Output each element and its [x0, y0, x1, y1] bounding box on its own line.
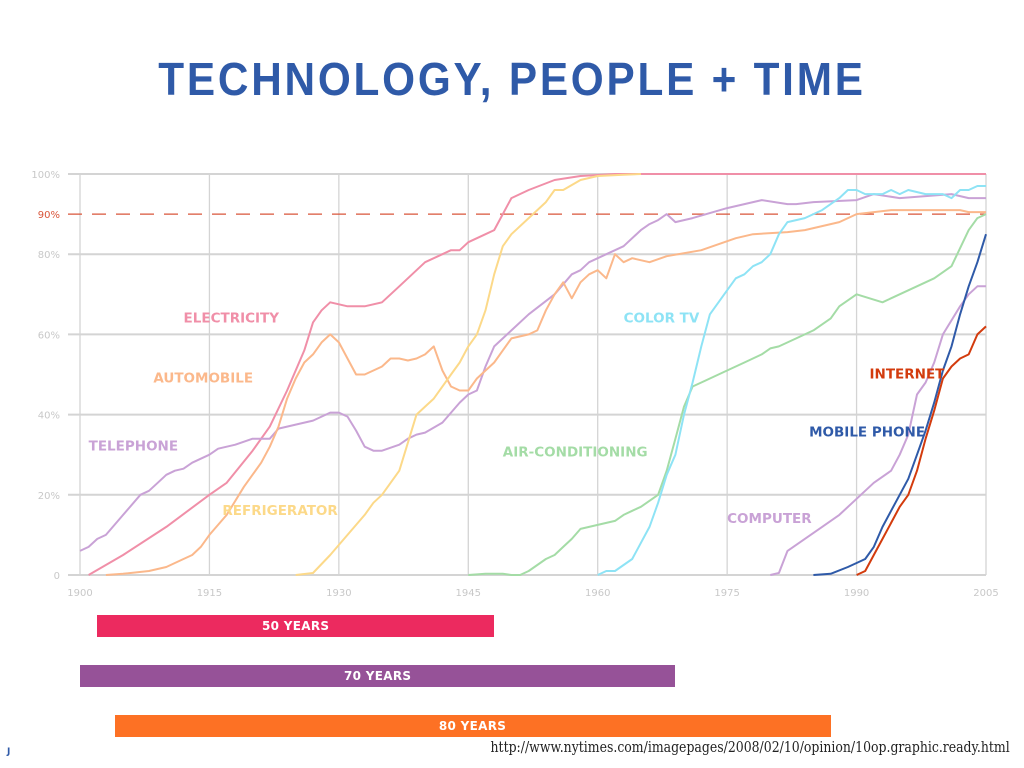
source-url[interactable]: http://www.nytimes.com/imagepages/2008/0…	[490, 740, 1010, 756]
corner-mark: J	[7, 747, 11, 757]
span-bar-label: 50 YEARS	[262, 619, 330, 633]
span-bar-label: 70 YEARS	[344, 669, 412, 683]
page-title: TECHNOLOGY, PEOPLE + TIME	[158, 53, 866, 105]
x-tick-label: 1930	[326, 588, 351, 599]
x-tick-label: 1990	[844, 588, 869, 599]
span-bar-50-years: 50 YEARS	[97, 615, 495, 637]
y-tick-label: 20%	[38, 491, 60, 502]
y-tick-label: 100%	[31, 170, 60, 181]
y-tick-label: 0	[54, 571, 60, 582]
x-tick-label: 1915	[197, 588, 222, 599]
series-line-air-conditioning	[468, 213, 987, 576]
series-label-air-conditioning: AIR-CONDITIONING	[503, 445, 648, 461]
series-line-automobile	[105, 209, 986, 576]
series-line-electricity	[88, 173, 986, 576]
y-tick-label: 80%	[38, 250, 60, 261]
series-lines	[79, 173, 987, 576]
series-line-telephone	[79, 193, 986, 552]
y-tick-label: 40%	[38, 411, 60, 422]
adoption-line-chart: 0 20% 40% 60% 80% 100% 1900 1915 1930 1945 1960 197…	[31, 170, 998, 599]
span-bar-80-years: 80 YEARS	[114, 715, 831, 737]
series-label-mobile-phone: MOBILE PHONE	[809, 425, 925, 441]
series-line-computer	[770, 285, 986, 576]
reference-line-label: 90%	[38, 210, 60, 221]
x-tick-label: 1960	[585, 588, 610, 599]
series-labels: ELECTRICITY TELEPHONE AUTOMOBILE REFRIGERAT…	[89, 310, 946, 527]
x-tick-label: 1900	[67, 588, 92, 599]
series-label-electricity: ELECTRICITY	[184, 310, 280, 326]
x-tick-label: 1975	[714, 588, 739, 599]
series-line-refrigerator	[295, 173, 641, 576]
y-tick-label: 60%	[38, 330, 60, 341]
series-line-mobile-phone	[813, 233, 987, 576]
series-label-telephone: TELEPHONE	[89, 439, 178, 455]
series-label-color-tv: COLOR TV	[624, 310, 700, 326]
x-tick-label: 2005	[973, 588, 998, 599]
series-label-computer: COMPUTER	[727, 511, 812, 527]
series-label-internet: INTERNET	[870, 367, 946, 383]
span-bar-70-years: 70 YEARS	[80, 665, 676, 687]
span-bar-label: 80 YEARS	[438, 719, 507, 733]
series-label-automobile: AUTOMOBILE	[153, 371, 253, 387]
x-tick-label: 1945	[456, 588, 481, 599]
axis-ticks: 0 20% 40% 60% 80% 100% 1900 1915 1930 1945 1960 197…	[31, 170, 998, 599]
series-line-internet	[856, 325, 987, 576]
grid-lines	[68, 173, 987, 576]
series-line-color-tv	[597, 185, 986, 576]
series-label-refrigerator: REFRIGERATOR	[222, 503, 338, 519]
